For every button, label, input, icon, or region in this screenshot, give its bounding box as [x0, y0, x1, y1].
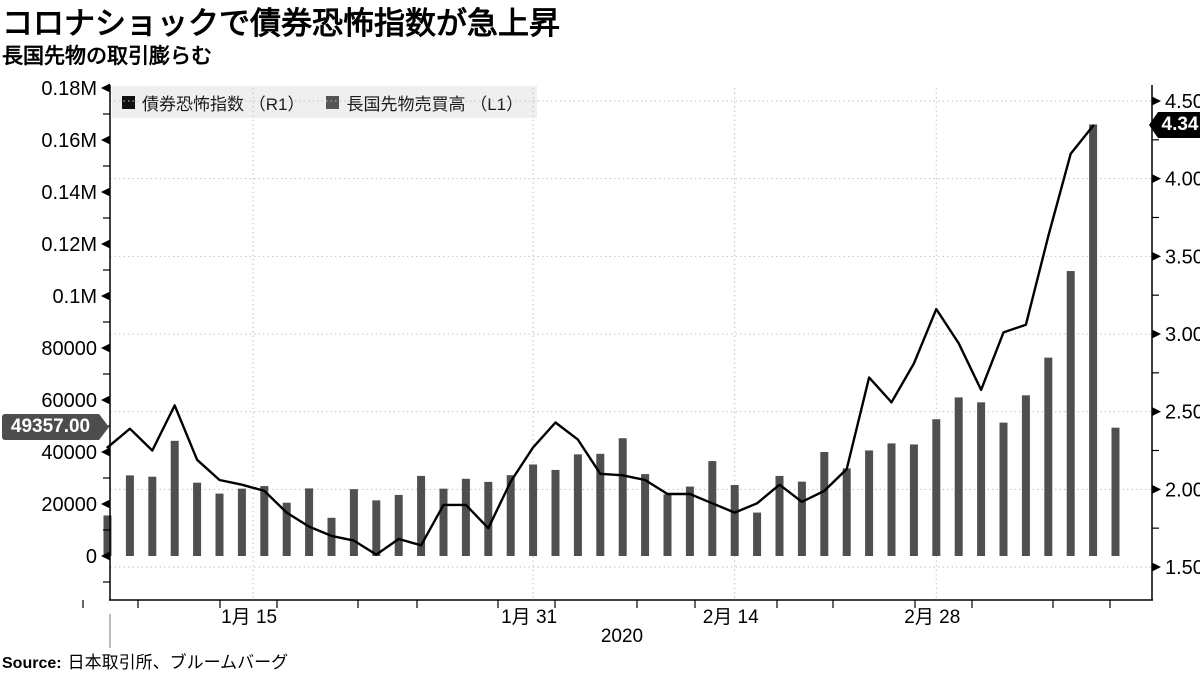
volume-bar — [573, 454, 582, 556]
volume-bar — [215, 493, 224, 556]
volume-bar — [148, 476, 157, 556]
y-left-tick-label: 0.12M — [41, 234, 97, 256]
volume-bar — [708, 461, 717, 556]
source-label: Source: — [2, 655, 62, 672]
volume-bar — [909, 444, 918, 556]
y-left-tick-label: 0.14M — [41, 182, 97, 204]
volume-bar — [596, 453, 605, 556]
legend-item-bond-fear-index: 債券恐怖指数 （R1） — [122, 90, 304, 115]
x-tick-labels: 1月 15 1月 31 2月 14 2月 28 — [221, 607, 960, 628]
y-right-tick-label: 1.50 — [1165, 557, 1200, 579]
volume-bar — [372, 500, 381, 556]
volume-bars — [103, 124, 1120, 557]
y-right-tick-label: 3.00 — [1165, 324, 1200, 346]
right-axis-ticks-and-labels: 1.50 2.00 2.50 3.00 3.50 4.00 4.50 — [1152, 91, 1200, 579]
y-right-tick-label: 3.50 — [1165, 246, 1200, 268]
source-text: 日本取引所、ブルームバーグ — [67, 653, 289, 672]
volume-bar — [305, 488, 314, 556]
volume-bar — [1066, 271, 1075, 556]
line-series-path — [106, 124, 1095, 556]
source-line: Source: 日本取引所、ブルームバーグ — [2, 648, 288, 673]
y-left-tick-label: 0.18M — [41, 78, 97, 100]
bottom-axis-ticks — [82, 600, 1111, 648]
volume-bar — [529, 464, 538, 556]
volume-bar — [1044, 357, 1053, 556]
volume-bar — [260, 486, 269, 556]
fear-index-line — [106, 124, 1095, 556]
page-subtitle: 長国先物の取引膨らむ — [2, 45, 212, 68]
y-right-tick-label: 2.00 — [1165, 479, 1200, 501]
volume-bar — [641, 474, 650, 556]
volume-bar — [170, 440, 179, 556]
legend-swatch-line-series — [122, 95, 135, 109]
axes-frame — [109, 85, 1153, 601]
volume-bar — [349, 489, 358, 556]
volume-bar — [394, 494, 403, 556]
volume-bar — [820, 452, 829, 556]
page-title: コロナショックで債券恐怖指数が急上昇 — [2, 6, 560, 41]
volume-bar — [1111, 427, 1120, 556]
volume-bar — [887, 443, 896, 556]
volume-bar — [125, 475, 134, 556]
volume-bar — [685, 486, 694, 556]
last-index-value-tag: 4.34 — [1149, 112, 1200, 138]
tag-arrow-right-icon — [99, 414, 109, 440]
volume-bar — [663, 494, 672, 556]
last-volume-value-tag: 49357.00 — [2, 414, 109, 440]
y-left-tick-label: 20000 — [41, 494, 97, 516]
left-axis-ticks-and-labels: 0 20000 40000 60000 80000 0.1M 0.12M 0.14M 0.16M… — [41, 78, 110, 583]
y-right-tick-label: 4.50 — [1165, 91, 1200, 113]
legend: 債券恐怖指数 （R1） 長国先物売買高 （L1） — [112, 86, 538, 118]
volume-bar — [417, 475, 426, 556]
volume-bar — [461, 478, 470, 556]
volume-bar — [1089, 124, 1098, 557]
x-tick-label: 2月 28 — [904, 607, 960, 628]
x-tick-label: 2月 14 — [703, 607, 759, 628]
y-left-tick-label: 0 — [86, 546, 97, 568]
tag-arrow-left-icon — [1149, 112, 1158, 138]
volume-bar — [237, 488, 246, 556]
volume-bar — [618, 438, 627, 556]
volume-bar — [282, 502, 291, 556]
volume-bar — [932, 419, 941, 556]
x-tick-label: 1月 15 — [221, 607, 277, 628]
volume-bar — [977, 402, 986, 556]
y-left-tick-label: 0.1M — [53, 286, 97, 308]
volume-bar — [954, 397, 963, 556]
y-right-tick-label: 2.50 — [1165, 402, 1200, 424]
volume-bar — [730, 485, 739, 556]
legend-swatch-bar-series — [326, 95, 340, 109]
y-left-tick-label: 80000 — [41, 338, 97, 360]
volume-bar — [439, 488, 448, 556]
volume-bar — [551, 469, 560, 556]
volume-bar — [506, 475, 515, 556]
volume-bar — [103, 515, 112, 556]
y-left-tick-label: 40000 — [41, 442, 97, 464]
y-left-tick-label: 60000 — [41, 390, 97, 412]
volume-bar — [1021, 395, 1030, 556]
volume-bar — [193, 482, 202, 556]
x-tick-label: 1月 31 — [501, 607, 557, 628]
volume-bar — [484, 481, 493, 556]
volume-bar — [842, 468, 851, 556]
y-right-tick-label: 4.00 — [1165, 169, 1200, 191]
legend-item-futures-volume: 長国先物売買高 （L1） — [326, 90, 523, 115]
legend-label-bar-series: 長国先物売買高 （L1） — [346, 94, 524, 114]
volume-bar — [775, 475, 784, 556]
volume-bar — [753, 512, 762, 556]
y-left-tick-label: 0.16M — [41, 130, 97, 152]
volume-bar — [865, 450, 874, 556]
volume-bar — [999, 422, 1008, 556]
x-axis-year-label: 2020 — [600, 626, 644, 647]
legend-label-line-series: 債券恐怖指数 （R1） — [142, 94, 305, 114]
volume-bar — [797, 481, 806, 556]
